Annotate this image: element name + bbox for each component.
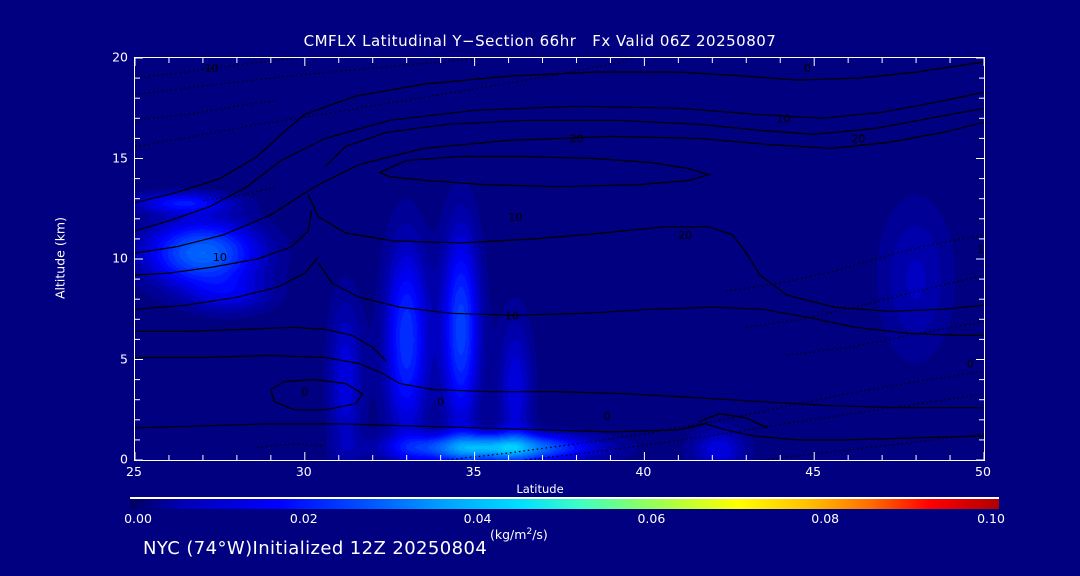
- footer-caption: NYC (74°W)Initialized 12Z 20250804: [143, 538, 488, 559]
- contour-line: [135, 210, 313, 276]
- contour-label: 10: [505, 309, 519, 322]
- contour-label: 10: [777, 112, 791, 125]
- y-tick-10: 10: [112, 250, 128, 266]
- colorbar-gradient: [130, 497, 999, 509]
- contour-line: [135, 256, 319, 310]
- y-tick-5: 5: [120, 351, 128, 366]
- contour-line: [202, 186, 278, 202]
- contour-label: 10: [508, 211, 522, 224]
- contour-label: -10: [201, 62, 219, 75]
- plot-area: -10 0 10 20 20 10 20 10 10 10 0 0 0 0: [134, 57, 985, 461]
- y-axis-title: Altitude (km): [52, 217, 68, 299]
- contour-line: [135, 326, 387, 362]
- contour-line: [135, 423, 984, 441]
- contour-line: [746, 274, 984, 328]
- colorbar-tick-0.10: 0.10: [977, 511, 1005, 526]
- y-tick-15: 15: [112, 150, 128, 165]
- contour-line: [135, 61, 984, 204]
- contour-line: [135, 58, 635, 147]
- contour-label: 0: [437, 396, 444, 409]
- colorbar-units-tail: /s): [532, 527, 548, 543]
- contour-line: [135, 354, 984, 409]
- chart-title: CMFLX Latitudinal Y−Section 66hr Fx Vali…: [303, 32, 777, 50]
- contour-line: [307, 194, 984, 312]
- colorbar-tick-0.00: 0.00: [124, 511, 152, 526]
- x-tick-35: 35: [465, 464, 482, 479]
- colorbar: [130, 497, 999, 509]
- contour-label: 0: [604, 410, 611, 423]
- axis-ticks: [135, 58, 984, 460]
- contour-line: [270, 378, 364, 411]
- contour-label: 0: [301, 386, 308, 399]
- contour-label: 10: [977, 243, 984, 256]
- contour-line: [317, 262, 984, 336]
- colorbar-units-label: (kg/m2/s): [490, 527, 548, 542]
- colorbar-units-exponent: 2: [526, 527, 533, 537]
- x-tick-40: 40: [635, 464, 652, 479]
- contour-line: [786, 320, 984, 357]
- y-axis-tick-labels: 0 5 10 15 20: [92, 50, 128, 467]
- colorbar-tick-0.04: 0.04: [463, 511, 492, 526]
- contour-label: 0: [967, 358, 974, 371]
- contour-label: 20: [851, 132, 865, 145]
- x-tick-45: 45: [805, 464, 822, 479]
- contour-label: 10: [213, 251, 227, 264]
- colorbar-tick-labels: 0.00 0.02 0.04 0.06 0.08 0.10: [124, 511, 1005, 529]
- contour-line: [135, 91, 984, 232]
- y-tick-0: 0: [120, 451, 128, 467]
- contour-line: [257, 443, 322, 449]
- contour-line: [135, 99, 278, 121]
- x-axis-title: Latitude: [516, 482, 564, 496]
- contour-line: [135, 121, 984, 254]
- contour-line: [324, 107, 984, 167]
- colorbar-tick-0.02: 0.02: [289, 511, 318, 526]
- contour-line: [379, 155, 712, 188]
- x-tick-50: 50: [975, 464, 991, 479]
- colorbar-tick-0.06: 0.06: [637, 511, 666, 526]
- x-axis-tick-labels: 25 30 35 40 45 50: [126, 464, 991, 484]
- contour-label: 20: [678, 229, 692, 242]
- colorbar-tick-0.08: 0.08: [811, 511, 840, 526]
- contour-overlay: -10 0 10 20 20 10 20 10 10 10 0 0 0 0: [135, 58, 984, 460]
- contour-line: [135, 58, 299, 79]
- contour-label: 0: [804, 62, 811, 75]
- contour-line: [698, 413, 767, 429]
- x-tick-30: 30: [295, 464, 312, 479]
- colorbar-units-head: (kg/m: [490, 527, 527, 543]
- field-canvas: [135, 58, 984, 460]
- contour-label: 20: [569, 132, 583, 145]
- x-tick-25: 25: [126, 464, 142, 479]
- y-tick-20: 20: [112, 49, 128, 65]
- contour-line: [725, 234, 984, 292]
